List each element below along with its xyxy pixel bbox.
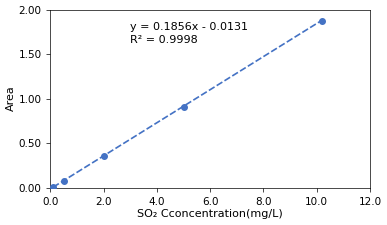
- Point: [50, 185, 56, 189]
- Text: y = 0.1856x - 0.0131
R² = 0.9998: y = 0.1856x - 0.0131 R² = 0.9998: [130, 22, 248, 45]
- Point: [319, 19, 325, 23]
- X-axis label: SO₂ Cconcentration(mg/L): SO₂ Cconcentration(mg/L): [137, 209, 283, 219]
- Y-axis label: Area: Area: [5, 86, 15, 111]
- Point: [180, 105, 187, 108]
- Point: [61, 180, 67, 183]
- Point: [101, 155, 107, 158]
